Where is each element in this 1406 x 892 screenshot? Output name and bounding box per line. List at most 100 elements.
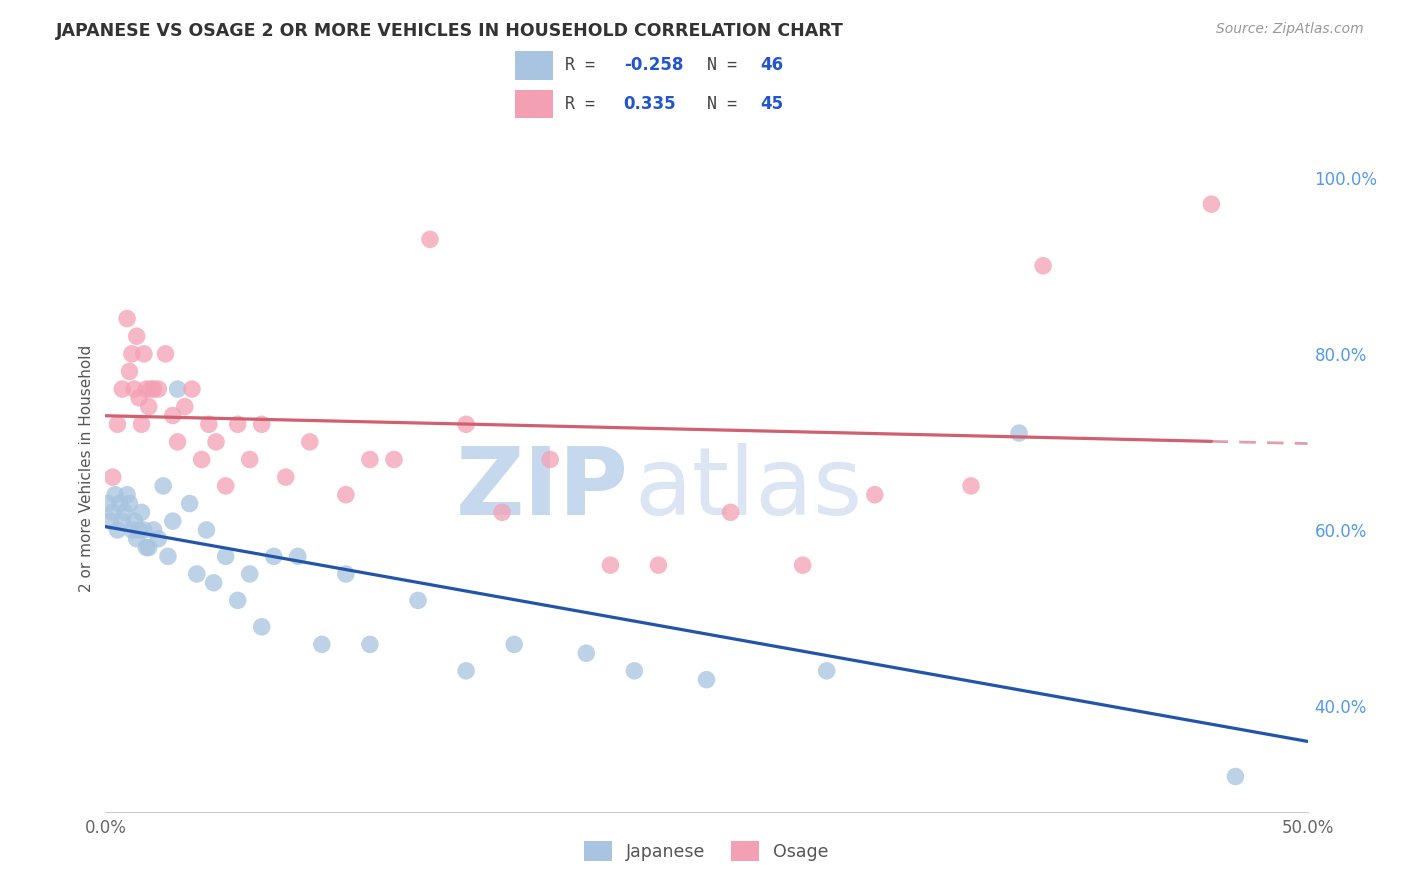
Text: 45: 45 (759, 95, 783, 113)
Point (214, 549, 236, 564)
Point (135, 382, 157, 396)
Point (696, 673, 718, 687)
Point (647, 558, 669, 573)
Point (792, 558, 814, 573)
Point (226, 417, 249, 432)
Point (166, 382, 188, 396)
Point (139, 382, 162, 396)
Point (239, 566, 262, 581)
Point (108, 496, 131, 510)
Point (335, 566, 357, 581)
Text: R =: R = (565, 56, 605, 74)
Point (125, 532, 148, 546)
Point (454, 664, 477, 678)
Point (419, 232, 441, 246)
Point (359, 452, 381, 467)
Point (132, 347, 155, 361)
Point (101, 470, 124, 484)
Point (190, 452, 212, 467)
Text: Source: ZipAtlas.com: Source: ZipAtlas.com (1216, 22, 1364, 37)
Point (121, 347, 143, 361)
Point (128, 523, 150, 537)
Point (359, 637, 381, 651)
Point (1225, 770, 1247, 784)
Text: atlas: atlas (634, 443, 863, 535)
Point (115, 488, 138, 502)
Point (124, 382, 146, 396)
Point (575, 646, 598, 660)
Point (274, 470, 297, 484)
Point (142, 523, 165, 537)
Point (503, 637, 526, 651)
Text: N =: N = (707, 56, 747, 74)
Legend: Japanese, Osage: Japanese, Osage (578, 834, 835, 868)
Bar (516, 51, 553, 79)
Point (186, 566, 208, 581)
Text: 46: 46 (759, 56, 783, 74)
Point (121, 523, 143, 537)
Point (115, 311, 138, 326)
Point (142, 382, 165, 396)
Point (131, 505, 153, 519)
Point (107, 523, 129, 537)
Text: ZIP: ZIP (456, 443, 628, 535)
Point (491, 505, 513, 519)
Point (205, 434, 228, 449)
Point (815, 664, 838, 678)
Point (406, 593, 429, 607)
Point (538, 452, 561, 467)
Point (179, 496, 201, 510)
Point (155, 347, 177, 361)
Point (138, 541, 160, 555)
Point (125, 329, 148, 343)
Bar (516, 90, 553, 119)
Point (148, 382, 170, 396)
Point (114, 505, 136, 519)
Point (111, 382, 134, 396)
Point (111, 514, 134, 528)
Point (287, 549, 309, 564)
Point (298, 434, 321, 449)
Point (132, 523, 155, 537)
Point (454, 417, 477, 432)
Point (335, 488, 357, 502)
Point (135, 541, 157, 555)
Text: -0.258: -0.258 (624, 56, 683, 74)
Point (250, 620, 273, 634)
Point (173, 400, 195, 414)
Point (198, 417, 221, 432)
Point (97, 496, 120, 510)
Point (128, 391, 150, 405)
Point (263, 549, 285, 564)
Point (960, 479, 983, 493)
Point (156, 549, 179, 564)
Point (138, 400, 160, 414)
Point (107, 417, 129, 432)
Y-axis label: 2 or more Vehicles in Household: 2 or more Vehicles in Household (79, 344, 94, 592)
Point (152, 479, 174, 493)
Point (162, 409, 184, 423)
Point (195, 523, 218, 537)
Text: 0.335: 0.335 (624, 95, 676, 113)
Point (863, 488, 886, 502)
Point (118, 364, 141, 378)
Point (720, 505, 742, 519)
Point (101, 505, 124, 519)
Point (226, 593, 249, 607)
Point (131, 417, 153, 432)
Text: JAPANESE VS OSAGE 2 OR MORE VEHICLES IN HOUSEHOLD CORRELATION CHART: JAPANESE VS OSAGE 2 OR MORE VEHICLES IN … (56, 22, 844, 40)
Point (202, 575, 225, 590)
Point (181, 382, 204, 396)
Point (382, 452, 405, 467)
Text: R =: R = (565, 95, 614, 113)
Text: N =: N = (707, 95, 747, 113)
Point (162, 514, 184, 528)
Point (1201, 197, 1223, 211)
Point (1008, 426, 1031, 441)
Point (1032, 259, 1054, 273)
Point (250, 417, 273, 432)
Point (98, 514, 121, 528)
Point (124, 514, 146, 528)
Point (166, 434, 188, 449)
Point (118, 496, 141, 510)
